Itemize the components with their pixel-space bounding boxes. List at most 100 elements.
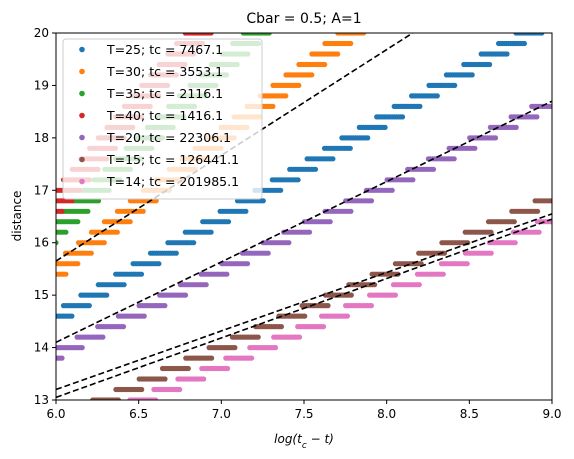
data-point [549,103,552,109]
data-point [244,261,251,267]
y-tick-label: 18 [34,131,49,145]
data-point [553,104,558,109]
data-point [272,345,279,351]
data-point [249,355,255,361]
data-point [417,103,423,109]
data-point [335,51,341,57]
data-point [162,303,168,309]
legend-marker [79,68,85,75]
data-point [327,219,333,225]
data-point [365,135,371,141]
data-point [260,198,266,204]
data-point [177,386,183,393]
data-point [511,219,517,225]
data-point [85,208,91,214]
data-point [558,198,563,203]
legend-marker [79,178,85,185]
data-point [140,208,146,214]
data-point [539,33,545,36]
data-point [521,40,528,47]
data-point [368,198,375,204]
data-point [322,61,328,68]
data-point [553,219,558,224]
data-point [63,271,69,277]
data-point [56,240,59,246]
x-tick-label: 8.0 [377,407,396,421]
data-point [302,313,308,319]
legend-label: T=20; tc = 22306.1 [106,130,231,145]
data-point [464,261,470,267]
data-point [513,124,519,130]
data-point [185,365,191,372]
data-point [309,72,315,78]
x-tick-label: 9.0 [542,407,561,421]
data-point [225,219,232,225]
x-tick-label: 6.0 [46,407,65,421]
data-point [69,313,75,319]
data-point [286,240,292,246]
series-points [127,219,566,400]
data-point [410,177,416,183]
data-point [348,40,354,47]
legend-box [62,38,263,200]
data-point [488,229,494,235]
data-point [232,345,238,351]
data-point [296,82,302,88]
data-point [348,292,354,298]
data-point [392,292,398,298]
data-point [79,345,85,351]
data-point [59,355,65,361]
data-point [243,208,249,214]
legend-label: T=30; tc = 3553.1 [106,64,223,79]
fit-line [56,100,552,344]
data-point [344,313,350,319]
data-point [555,104,560,109]
data-point [561,219,566,224]
data-point [554,198,559,203]
data-point [63,229,69,235]
legend-label: T=35; tc = 2116.1 [106,86,223,101]
data-point [255,334,261,340]
data-point [557,219,562,224]
data-point [325,303,331,309]
x-tick-label: 7.5 [294,407,313,421]
legend-label: T=15; tc = 126441.1 [106,152,239,167]
data-point [416,282,422,288]
data-point [120,324,127,330]
data-point [138,271,145,277]
data-point [208,229,214,235]
data-point [556,198,561,203]
data-point [265,250,271,256]
data-point [115,397,121,400]
legend-marker [79,156,85,163]
data-point [278,324,284,330]
data-point [100,334,106,340]
series-points [90,198,563,400]
data-point [488,250,494,256]
data-point [487,61,493,68]
data-point [88,250,94,256]
data-point [86,303,92,309]
y-tick-label: 20 [34,26,49,40]
legend-marker [79,90,85,97]
data-point [430,166,437,172]
data-point [504,51,510,57]
y-axis-ticks: 13 14 15 16 17 18 19 20 [34,26,56,407]
legend-label: T=25; tc = 7467.1 [106,42,223,57]
data-point [283,93,289,99]
data-point [162,376,168,382]
data-point [312,166,319,172]
data-point [156,261,162,267]
data-point [368,303,374,309]
legend-marker [79,46,85,53]
data-point [434,93,440,99]
data-point [389,187,395,193]
data-point [452,82,458,88]
data-point [295,177,301,183]
data-point [104,292,110,298]
y-tick-label: 13 [34,393,49,407]
data-point [75,219,81,225]
data-point [114,229,120,235]
data-point [141,313,147,319]
